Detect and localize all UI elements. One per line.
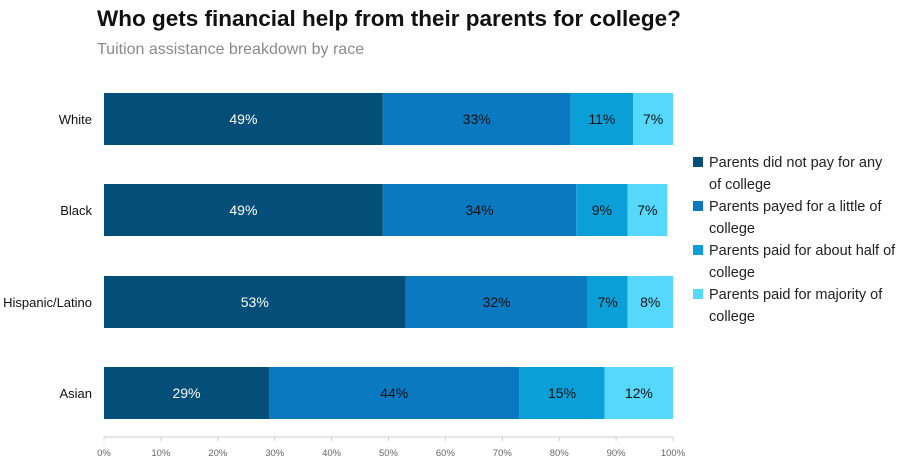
bar-segment [382, 184, 577, 236]
bar-segment [104, 93, 383, 145]
category-label: Black [60, 203, 92, 218]
x-tick-label: 10% [151, 448, 171, 459]
legend-item: Parents paid for about half of college [693, 240, 898, 284]
data-label: 34% [466, 202, 494, 218]
legend-swatch [693, 289, 703, 299]
chart-legend: Parents did not pay for any of college Pa… [693, 152, 898, 328]
legend-label: Parents paid for about half of college [709, 243, 896, 281]
data-label: 49% [229, 111, 257, 127]
x-tick-label: 0% [97, 448, 111, 459]
data-label: 7% [597, 294, 617, 310]
data-label: 33% [463, 111, 491, 127]
legend-swatch [693, 201, 703, 211]
x-tick-label: 90% [607, 448, 627, 459]
x-tick-label: 30% [265, 448, 285, 459]
legend-item: Parents paid for majority of college [693, 284, 898, 328]
x-tick-label: 70% [493, 448, 513, 459]
x-tick-label: 40% [322, 448, 342, 459]
x-tick-label: 60% [436, 448, 456, 459]
data-label: 7% [643, 111, 663, 127]
bar-segment [382, 93, 571, 145]
data-label: 44% [380, 385, 408, 401]
legend-item: Parents payed for a little of college [693, 196, 898, 240]
legend-label: Parents did not pay for any of college [709, 155, 883, 193]
bar-segment [519, 367, 605, 419]
bar-segment [104, 276, 406, 328]
bar-segment [604, 367, 673, 419]
bar-segment [570, 93, 634, 145]
data-label: 29% [172, 385, 200, 401]
bar-segment [405, 276, 588, 328]
data-label: 32% [483, 294, 511, 310]
legend-swatch [693, 157, 703, 167]
chart-subtitle: Tuition assistance breakdown by race [97, 41, 365, 58]
legend-swatch [693, 245, 703, 255]
category-label: Asian [59, 386, 92, 401]
data-label: 9% [592, 202, 612, 218]
data-label: 7% [637, 202, 657, 218]
data-label: 53% [241, 294, 269, 310]
data-label: 8% [640, 294, 660, 310]
data-label: 12% [625, 385, 653, 401]
bar-segment [587, 276, 628, 328]
category-label: Hispanic/Latino [3, 295, 92, 310]
data-label: 11% [588, 111, 615, 127]
legend-item: Parents did not pay for any of college [693, 152, 898, 196]
bar-segment [269, 367, 520, 419]
legend-label: Parents payed for a little of college [709, 199, 882, 237]
x-tick-label: 100% [661, 448, 686, 459]
x-tick-label: 80% [550, 448, 570, 459]
data-label: 15% [548, 385, 576, 401]
bar-segment [104, 184, 383, 236]
legend-label: Parents paid for majority of college [709, 287, 883, 325]
x-tick-label: 50% [379, 448, 399, 459]
bar-segment [627, 184, 668, 236]
data-label: 49% [229, 202, 257, 218]
bar-segment [104, 367, 270, 419]
category-label: White [59, 112, 92, 127]
bar-segment [627, 276, 673, 328]
chart-title: Who gets financial help from their paren… [97, 6, 681, 31]
x-tick-label: 20% [208, 448, 228, 459]
bar-segment [633, 93, 673, 145]
bar-segment [576, 184, 628, 236]
